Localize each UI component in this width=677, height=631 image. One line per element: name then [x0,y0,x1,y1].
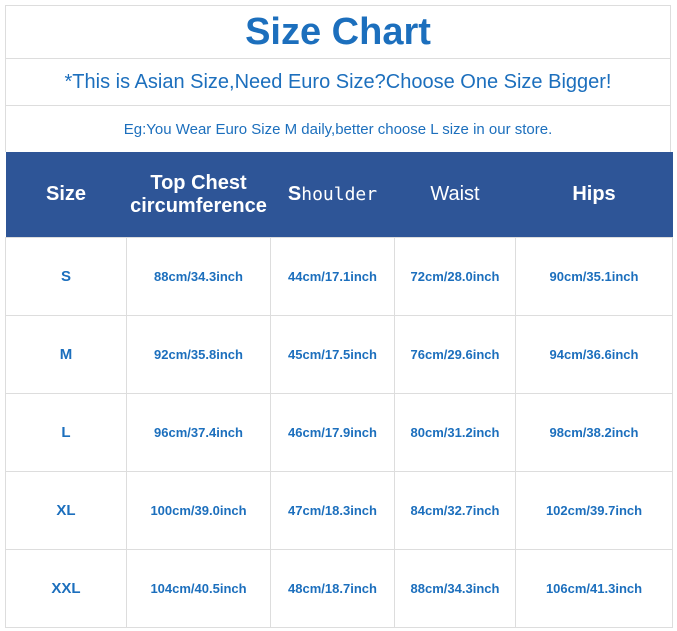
cell-waist: 88cm/34.3inch [394,549,516,628]
header-hips: Hips [515,152,673,238]
header-chest-line1: Top Chest [150,171,247,194]
cell-waist: 80cm/31.2inch [394,393,516,472]
cell-size: L [5,393,127,472]
header-shoulder-initial: S [287,183,302,205]
cell-chest: 88cm/34.3inch [126,237,271,316]
cell-hips: 98cm/38.2inch [515,393,673,472]
header-row: Size Top Chest circumference Shoulder Wai… [5,152,673,238]
header-shoulder: Shoulder [270,152,395,238]
cell-size: XXL [5,549,127,628]
cell-shoulder: 44cm/17.1inch [270,237,395,316]
cell-size: S [5,237,127,316]
header-shoulder-rest: houlder [301,184,378,205]
cell-hips: 102cm/39.7inch [515,471,673,550]
table-row: L 96cm/37.4inch 46cm/17.9inch 80cm/31.2inch… [5,393,673,472]
cell-shoulder: 46cm/17.9inch [270,393,395,472]
size-note: Eg:You Wear Euro Size M daily,better cho… [5,105,671,152]
header-waist: Waist [394,152,516,238]
table-row: M 92cm/35.8inch 45cm/17.5inch 76cm/29.6inch… [5,315,673,394]
table-row: XL 100cm/39.0inch 47cm/18.3inch 84cm/32.7in… [5,471,673,550]
cell-shoulder: 48cm/18.7inch [270,549,395,628]
header-size: Size [5,152,127,238]
cell-shoulder: 47cm/18.3inch [270,471,395,550]
table-row: XXL 104cm/40.5inch 48cm/18.7inch 88cm/34.3i… [5,549,673,628]
cell-hips: 106cm/41.3inch [515,549,673,628]
header-chest: Top Chest circumference [126,152,271,238]
size-table: Size Top Chest circumference Shoulder Wai… [5,152,673,628]
cell-chest: 92cm/35.8inch [126,315,271,394]
cell-chest: 104cm/40.5inch [126,549,271,628]
cell-hips: 90cm/35.1inch [515,237,673,316]
cell-size: XL [5,471,127,550]
cell-waist: 84cm/32.7inch [394,471,516,550]
cell-hips: 94cm/36.6inch [515,315,673,394]
cell-shoulder: 45cm/17.5inch [270,315,395,394]
cell-chest: 96cm/37.4inch [126,393,271,472]
cell-chest: 100cm/39.0inch [126,471,271,550]
table-row: S 88cm/34.3inch 44cm/17.1inch 72cm/28.0inch… [5,237,673,316]
cell-waist: 76cm/29.6inch [394,315,516,394]
subtitle: *This is Asian Size,Need Euro Size?Choos… [5,58,671,105]
cell-size: M [5,315,127,394]
cell-waist: 72cm/28.0inch [394,237,516,316]
header-chest-line2: circumference [130,194,267,217]
page-title: Size Chart [5,5,671,58]
